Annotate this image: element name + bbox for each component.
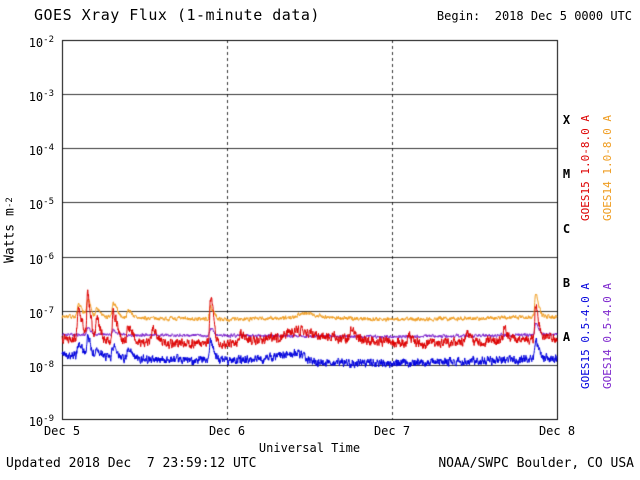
- flare-class-x-label: X: [562, 113, 571, 128]
- chart-title: GOES Xray Flux (1-minute data): [34, 6, 320, 24]
- flare-class-a-label: A: [562, 329, 571, 344]
- y-tick-label: 10-7: [28, 305, 54, 321]
- legend-goes14-1-0-8-0-a: GOES14 1.0-8.0 A: [601, 115, 614, 221]
- y-tick-label: 10-5: [28, 197, 54, 213]
- flare-class-c-label: C: [562, 221, 571, 236]
- y-axis-label: Watts m -2: [2, 148, 18, 312]
- x-tick-label: Dec 6: [208, 424, 246, 438]
- y-tick-label: 10-8: [28, 359, 54, 375]
- x-axis-title: Universal Time: [258, 441, 361, 455]
- flare-class-m-label: M: [562, 167, 571, 182]
- y-tick-label: 10-9: [28, 414, 54, 429]
- flare-class-b-label: B: [562, 275, 571, 290]
- updated-timestamp: Updated 2018 Dec 7 23:59:12 UTC: [6, 456, 257, 471]
- begin-time-label: Begin: 2018 Dec 5 0000 UTC: [436, 9, 632, 23]
- x-tick-label: Dec 8: [538, 424, 576, 438]
- source-credit: NOAA/SWPC Boulder, CO USA: [438, 456, 634, 471]
- y-tick-label: 10-3: [28, 89, 54, 105]
- y-tick-label: 10-6: [28, 251, 54, 267]
- legend-goes15-0-5-4-0-a: GOES15 0.5-4.0 A: [579, 283, 592, 389]
- legend-goes14-0-5-4-0-a: GOES14 0.5-4.0 A: [601, 283, 614, 389]
- x-tick-label: Dec 5: [43, 424, 81, 438]
- x-tick-label: Dec 7: [373, 424, 411, 438]
- y-tick-label: 10-4: [28, 143, 54, 159]
- y-tick-label: 10-2: [28, 35, 54, 50]
- legend-goes15-1-0-8-0-a: GOES15 1.0-8.0 A: [579, 115, 592, 221]
